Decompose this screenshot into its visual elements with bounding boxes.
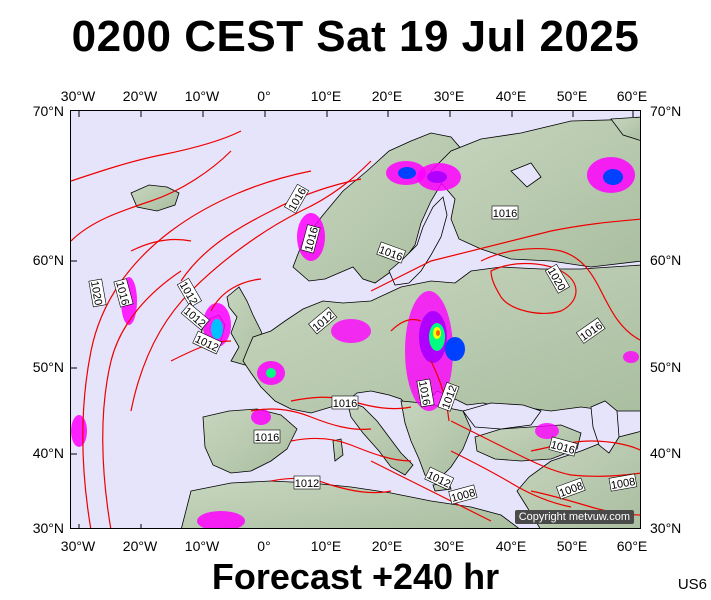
- black-sea: [462, 402, 542, 430]
- top-lon-label: 20°W: [122, 88, 158, 104]
- right-lat-label: 70°N: [650, 103, 682, 119]
- top-lon-label: 50°E: [556, 88, 588, 104]
- svg-text:1016: 1016: [333, 398, 357, 410]
- map-title: 0200 CEST Sat 19 Jul 2025: [71, 12, 640, 61]
- svg-text:1012: 1012: [295, 478, 319, 490]
- right-lat-label: 30°N: [650, 520, 682, 536]
- iceland-landmass: [130, 184, 180, 212]
- model-code: US6: [677, 576, 707, 593]
- forecast-map: 1016 1016 1016 1016 1020 1016: [71, 111, 640, 528]
- svg-text:1016: 1016: [255, 432, 279, 444]
- isobar-label: 1016: [253, 429, 281, 444]
- top-lon-label: 60°E: [616, 88, 648, 104]
- baltic-sea: [388, 196, 448, 286]
- bottom-lon-label: 60°E: [616, 538, 648, 554]
- bottom-lon-label: 10°E: [310, 538, 342, 554]
- bottom-lon-label: 10°W: [184, 538, 220, 554]
- bottom-lon-label: 20°E: [371, 538, 403, 554]
- right-lat-label: 40°N: [650, 445, 682, 461]
- isobar-label: 1016: [416, 378, 435, 408]
- left-lat-label: 60°N: [32, 252, 64, 268]
- bottom-lon-label: 40°E: [495, 538, 527, 554]
- bottom-lon-label: 0°: [257, 538, 271, 554]
- right-lat-label: 60°N: [650, 252, 682, 268]
- svg-text:1016: 1016: [493, 208, 517, 220]
- top-lon-label: 0°: [257, 88, 271, 104]
- isobar-label: 1008: [448, 484, 478, 505]
- top-lon-label: 30°W: [60, 88, 96, 104]
- top-lon-label: 30°E: [433, 88, 465, 104]
- map-frame: 1016 1016 1016 1016 1020 1016: [70, 110, 641, 529]
- left-lat-label: 30°N: [32, 520, 64, 536]
- top-lon-label: 20°E: [371, 88, 403, 104]
- isobar-label: 1016: [331, 395, 359, 410]
- italy-landmass: [346, 400, 414, 476]
- bottom-lon-label: 30°W: [60, 538, 96, 554]
- svg-text:1008: 1008: [610, 476, 636, 492]
- finland-russia-landmass: [430, 118, 640, 268]
- copyright-notice: Copyright metvuw.com: [514, 510, 634, 524]
- iberia-landmass: [202, 408, 298, 474]
- left-lat-label: 70°N: [32, 103, 64, 119]
- svg-text:1008: 1008: [450, 487, 477, 505]
- white-sea: [510, 162, 542, 188]
- right-lat-label: 50°N: [650, 359, 682, 375]
- forecast-hours-label: Forecast +240 hr: [211, 556, 500, 597]
- svg-text:1016: 1016: [416, 380, 432, 406]
- isobar-label: 1016: [491, 205, 519, 220]
- inland-seas: [388, 162, 620, 454]
- top-lon-label: 10°W: [184, 88, 220, 104]
- left-lat-label: 40°N: [32, 445, 64, 461]
- top-lon-label: 40°E: [495, 88, 527, 104]
- caspian-sea: [590, 400, 620, 454]
- svg-text:1020: 1020: [88, 280, 104, 306]
- bottom-lon-label: 50°E: [556, 538, 588, 554]
- sardinia-landmass: [332, 438, 344, 462]
- top-lon-label: 10°E: [310, 88, 342, 104]
- bottom-lon-label: 30°E: [433, 538, 465, 554]
- north-africa-landmass: [181, 480, 519, 528]
- isobar-label: 1012: [293, 475, 321, 490]
- left-lat-label: 50°N: [32, 359, 64, 375]
- bottom-lon-label: 20°W: [122, 538, 158, 554]
- isobar-label: 1020: [88, 278, 107, 308]
- svalbard-landmass: [610, 116, 640, 141]
- isobar-label: 1008: [608, 473, 638, 492]
